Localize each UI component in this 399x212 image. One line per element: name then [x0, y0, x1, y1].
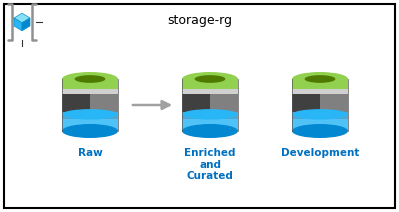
Ellipse shape: [62, 124, 118, 138]
Bar: [292, 88, 348, 93]
Bar: [182, 93, 210, 112]
Bar: [62, 88, 118, 93]
Ellipse shape: [62, 109, 118, 120]
Bar: [182, 117, 238, 131]
Bar: [62, 112, 118, 119]
Bar: [210, 93, 238, 112]
Text: Enriched
and
Curated: Enriched and Curated: [184, 148, 236, 181]
Text: storage-rg: storage-rg: [167, 14, 232, 27]
Bar: [62, 79, 118, 89]
Bar: [292, 93, 320, 112]
Text: Development: Development: [281, 148, 359, 158]
Ellipse shape: [62, 72, 118, 86]
Bar: [62, 117, 118, 131]
Ellipse shape: [292, 124, 348, 138]
Bar: [182, 112, 238, 119]
Bar: [320, 93, 348, 112]
Ellipse shape: [304, 75, 336, 83]
Bar: [292, 112, 348, 119]
Ellipse shape: [182, 124, 238, 138]
Bar: [182, 79, 238, 89]
Polygon shape: [14, 18, 22, 31]
Ellipse shape: [195, 75, 225, 83]
Ellipse shape: [292, 72, 348, 86]
Ellipse shape: [292, 109, 348, 120]
Ellipse shape: [182, 109, 238, 120]
Bar: [292, 117, 348, 131]
Bar: [90, 93, 118, 112]
Bar: [292, 79, 348, 89]
Ellipse shape: [182, 72, 238, 86]
Polygon shape: [14, 13, 30, 23]
Ellipse shape: [75, 75, 105, 83]
Text: Raw: Raw: [78, 148, 103, 158]
Bar: [182, 88, 238, 93]
Bar: [62, 93, 90, 112]
Polygon shape: [22, 18, 30, 31]
